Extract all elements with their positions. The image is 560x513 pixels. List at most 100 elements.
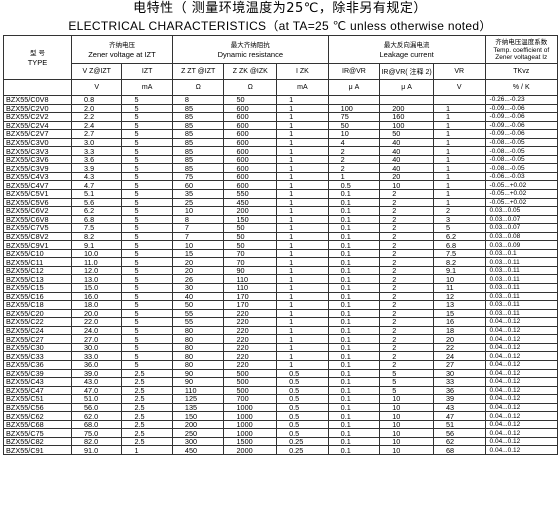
value-cell: 4.7 [70,180,123,190]
value-cell: 20 [379,171,434,182]
value-cell: 2 [432,206,486,216]
table-row: BZX55/C3V6 3.6 5 85 600 1 2 40 1 -0.08...-0.05 [3,154,559,165]
value-cell: 18 [432,325,486,336]
unit-v: V [70,79,123,96]
value-cell: 0.04...0.12 [484,402,559,413]
table-row: BZX55/C5V6 5.6 5 25 450 1 0.1 2 1 -0.05...+0.02 [3,197,559,208]
value-cell: 51.0 [70,394,123,404]
value-cell: 5 [121,300,173,310]
value-cell: 0.1 [327,368,381,379]
type-cell: BZX55/C82 [3,436,72,447]
type-cell: BZX55/C39 [3,368,72,379]
value-cell: 1 [276,240,329,250]
value-cell: -0.08...-0.05 [484,146,559,156]
value-cell: 2 [379,342,434,353]
value-cell: 6.8 [70,214,123,225]
value-cell: 5 [121,351,173,361]
table-row: BZX55/C8V2 8.2 5 7 50 1 0.1 2 6.2 0.03...0.08 [3,231,559,242]
value-cell: 1 [276,103,329,114]
value-cell: 5 [121,137,173,148]
table-row: BZX55/C68 68.0 2.5 200 1000 0.5 0.1 10 51 0.04...… [3,419,559,430]
value-cell: 0.1 [327,274,381,285]
type-cell: BZX55/C6V2 [3,206,72,216]
table-row: BZX55/C12 12.0 5 20 90 1 0.1 2 9.1 0.03...0.11 [3,265,559,276]
value-cell: 5 [121,163,173,173]
table-row: BZX55/C11 11.0 5 20 70 1 0.1 2 8.2 0.03...0.11 [3,257,559,267]
value-cell: 1 [276,154,329,165]
value-cell: 2 [327,163,381,173]
value-cell: 0.04...0.12 [484,436,559,447]
value-cell: 50 [223,95,278,105]
value-cell: 13.0 [70,274,123,285]
value-cell: -0.05...+0.02 [484,189,559,199]
value-cell: 80 [171,325,225,336]
value-cell: 0.04...0.12 [484,325,559,336]
value-cell: 39.0 [70,368,123,379]
col-ir2: IR@VR( 注释 2) [379,63,434,80]
value-cell: 0.1 [327,214,381,225]
value-cell: -0.09...-0.06 [484,129,559,139]
table-row: BZX55/C18 18.0 5 50 170 1 0.1 2 13 0.03...0.11 [3,300,559,310]
value-cell: 2.7 [70,129,123,139]
value-cell: 1 [276,223,329,233]
value-cell: 0.04...0.12 [484,334,559,344]
type-cell: BZX55/C18 [3,300,72,310]
value-cell: 5 [121,103,173,114]
value-cell: 5 [121,171,173,182]
value-cell: 4.3 [70,171,123,182]
table-row: BZX55/C24 24.0 5 80 220 1 0.1 2 18 0.04...0.12 [3,325,559,336]
value-cell: 0.1 [327,325,381,336]
value-cell: 220 [223,342,278,353]
value-cell: 1 [276,325,329,336]
value-cell: 10 [432,274,486,285]
value-cell: 5 [121,248,173,259]
value-cell: 30.0 [70,342,123,353]
value-cell: 200 [223,206,278,216]
value-cell: 24.0 [70,325,123,336]
value-cell: 85 [171,112,225,122]
value-cell: 5 [121,359,173,370]
table-row: BZX55/C43 43.0 2.5 90 500 0.5 0.1 5 33 0.04...0.1… [3,377,559,387]
value-cell: 170 [223,291,278,302]
value-cell: 220 [223,308,278,319]
value-cell: 0.1 [327,394,381,404]
type-cell: BZX55/C3V6 [3,154,72,165]
type-cell: BZX55/C2V4 [3,120,72,131]
value-cell: 1 [432,112,486,122]
value-cell: 1 [276,283,329,293]
value-cell: 1 [276,163,329,173]
value-cell: 5 [121,95,173,105]
value-cell: 5 [121,206,173,216]
value-cell: 2 [379,325,434,336]
table-row: BZX55/C4V3 4.3 5 75 600 1 1 20 1 -0.06...-0.03 [3,171,559,182]
value-cell: 35 [171,189,225,199]
value-cell: 80 [171,334,225,344]
type-cell: BZX55/C20 [3,308,72,319]
value-cell: 2.5 [121,428,173,438]
type-cell: BZX55/C47 [3,385,72,396]
value-cell: 450 [171,445,225,455]
value-cell: 0.1 [327,377,381,387]
table-row: BZX55/C62 62.0 2.5 150 1000 0.5 0.1 10 47 0.04...… [3,411,559,421]
value-cell: 10 [379,402,434,413]
value-cell: 0.04...0.12 [484,394,559,404]
value-cell: 2 [379,291,434,302]
value-cell: 1 [276,274,329,285]
type-cell: BZX55/C13 [3,274,72,285]
value-cell: 50 [171,300,225,310]
value-cell: 82.0 [70,436,123,447]
value-cell: 1 [276,317,329,327]
value-cell: 500 [223,377,278,387]
value-cell: 135 [171,402,225,413]
value-cell: 20 [171,265,225,276]
table-row: BZX55/C2V0 2.0 5 85 600 1 100 200 1 -0.09...-0.06 [3,103,559,114]
value-cell: 1 [432,163,486,173]
value-cell: 40 [171,291,225,302]
value-cell: 90 [171,368,225,379]
value-cell: 75.0 [70,428,123,438]
value-cell: 55 [171,317,225,327]
value-cell: 40 [379,137,434,148]
value-cell: 40 [379,154,434,165]
value-cell: 1 [432,146,486,156]
value-cell: 1000 [223,419,278,430]
